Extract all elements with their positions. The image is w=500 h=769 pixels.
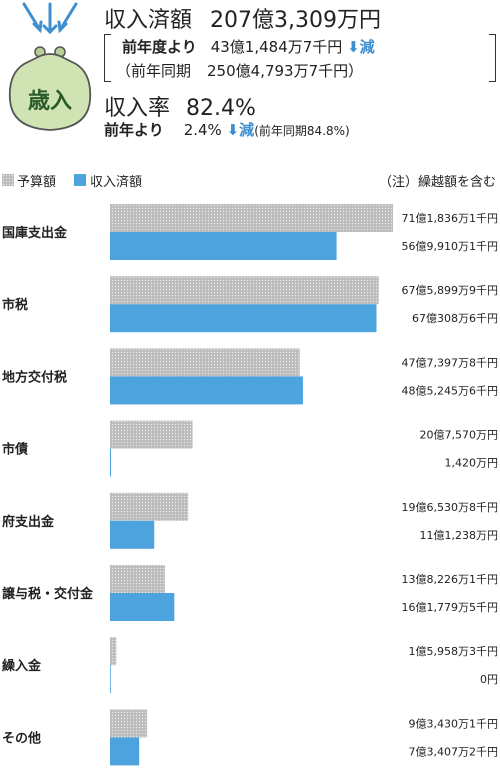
- category-label: 繰入金: [2, 658, 42, 674]
- bar-revenue: [110, 593, 175, 621]
- value-label-revenue: 16億1,779万5千円: [402, 601, 499, 614]
- category-label: 市税: [2, 297, 28, 313]
- bar-revenue: [110, 376, 303, 405]
- down-arrow-icon: ⬇: [226, 121, 240, 139]
- category-label: 譲与税・交付金: [2, 586, 94, 602]
- rate-change-label: 減: [239, 121, 255, 139]
- rate-prev-label: 前年より: [104, 121, 164, 139]
- bar-budget: [110, 420, 193, 449]
- value-label-budget: 71億1,836万1千円: [402, 212, 499, 225]
- revenue-bar-chart: 国庫支出金 71億1,836万1千円 56億9,910万1千円市税 67億5,899万…: [0, 192, 500, 769]
- value-label-budget: 13億8,226万1千円: [402, 573, 499, 586]
- category-label: 国庫支出金: [2, 225, 68, 241]
- bracket-left: [104, 34, 111, 82]
- value-label-revenue: 11億1,238万円: [420, 529, 499, 542]
- bar-budget: [110, 637, 117, 666]
- revenue-summary: 収入済額 207億3,309万円: [104, 2, 381, 34]
- chart-note: （注）繰越額を含む: [378, 175, 496, 190]
- collection-rate: 収入率 82.4%: [104, 90, 256, 122]
- value-label-revenue: 67億308万6千円: [412, 312, 498, 325]
- bar-revenue: [110, 304, 377, 333]
- legend-label-budget: 予算額: [17, 175, 57, 190]
- rate-prev-period: (前年同期84.8%): [254, 124, 350, 138]
- value-label-budget: 20億7,570万円: [420, 429, 499, 442]
- purse-badge-label: 歳入: [28, 89, 72, 114]
- revenue-label: 収入済額: [104, 8, 193, 33]
- prev-year-change: 前年度より 43億1,484万7千円 ⬇減: [122, 36, 375, 57]
- value-label-revenue: 48億5,245万6千円: [402, 384, 499, 397]
- chart-legend: 予算額 収入済額 （注）繰越額を含む: [2, 171, 498, 190]
- category-label: その他: [2, 730, 41, 746]
- bar-revenue: [110, 737, 140, 766]
- rate-value: 82.4%: [186, 96, 256, 121]
- revenue-value: 207億3,309万円: [210, 8, 381, 33]
- bar-budget: [110, 276, 379, 305]
- prev-period-value: 250億4,793万7千円）: [207, 62, 364, 80]
- category-label: 地方交付税: [2, 369, 67, 385]
- rate-label: 収入率: [104, 96, 171, 121]
- bar-budget: [110, 709, 148, 738]
- bar-budget: [110, 565, 165, 593]
- category-label: 市債: [2, 442, 28, 458]
- value-label-budget: 19億6,530万8千円: [402, 501, 499, 514]
- prev-year-change-label: 減: [359, 38, 375, 56]
- rate-prev-value: 2.4%: [183, 121, 222, 139]
- bar-revenue: [110, 448, 111, 477]
- value-label-revenue: 7億3,407万2千円: [409, 745, 499, 758]
- down-arrow-icon: ⬇: [347, 38, 360, 56]
- legend-label-revenue: 収入済額: [90, 175, 143, 190]
- value-label-budget: 47億7,397万8千円: [402, 356, 499, 369]
- bar-budget: [110, 348, 300, 377]
- bracket-right: [489, 34, 496, 82]
- prev-year-bracket: [104, 34, 496, 82]
- bar-budget: [110, 204, 393, 232]
- value-label-budget: 9億3,430万1千円: [409, 717, 499, 730]
- value-label-revenue: 0円: [480, 673, 498, 686]
- value-label-budget: 1億5,958万3千円: [409, 645, 499, 658]
- legend-swatch-revenue: [74, 174, 86, 186]
- bar-budget: [110, 492, 189, 521]
- prev-year-label: 前年度より: [122, 38, 197, 56]
- bar-revenue: [110, 232, 337, 260]
- purse-icon: 歳入: [8, 2, 92, 131]
- value-label-budget: 67億5,899万9千円: [402, 284, 499, 297]
- prev-period-label: （前年同期: [116, 62, 192, 80]
- prev-year-value: 43億1,484万7千円: [210, 38, 343, 56]
- value-label-revenue: 1,420万円: [445, 457, 499, 470]
- bar-revenue: [110, 665, 111, 694]
- value-label-revenue: 56億9,910万1千円: [402, 240, 499, 253]
- prev-period-revenue: （前年同期 250億4,793万7千円）: [116, 60, 363, 81]
- bar-revenue: [110, 520, 155, 549]
- rate-change: 前年より 2.4% ⬇減(前年同期84.8%): [104, 119, 350, 140]
- category-label: 府支出金: [2, 514, 55, 530]
- legend-swatch-budget: [2, 174, 14, 186]
